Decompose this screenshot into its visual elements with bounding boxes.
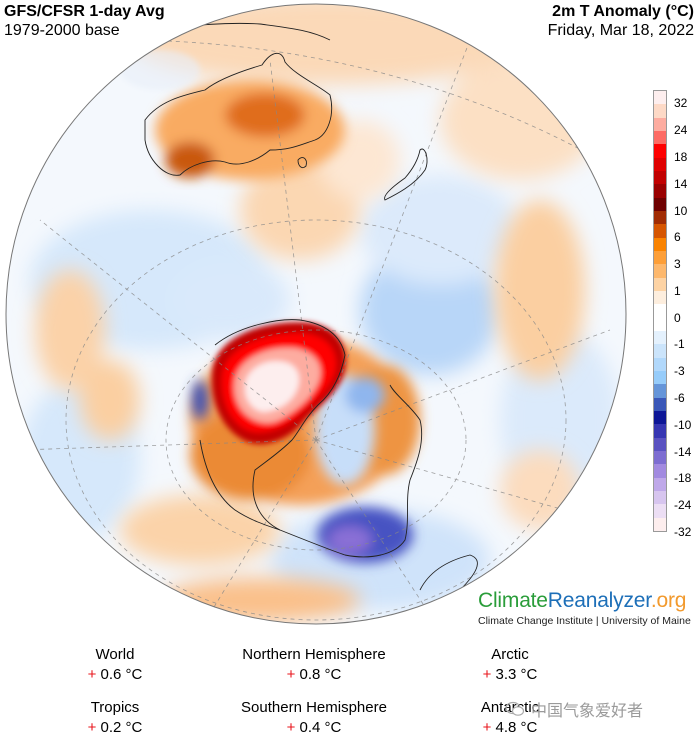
color-scale-segment <box>654 210 666 225</box>
color-scale-segment <box>654 477 666 491</box>
color-scale-segment <box>654 157 666 171</box>
stat-world: World + 0.6 °C <box>60 645 170 685</box>
stat-antarctic: Antarctic + 4.8 °C <box>470 698 550 738</box>
color-scale-label: -14 <box>674 444 692 459</box>
color-scale-label: 3 <box>674 257 681 272</box>
stat-label: Antarctic <box>480 699 540 716</box>
climate-reanalyzer-logo: ClimateReanalyzer.org Climate Change Ins… <box>478 589 691 628</box>
color-scale-segment <box>654 184 666 198</box>
wechat-watermark: 中国气象爱好者 <box>505 697 643 721</box>
color-scale-label: 24 <box>674 123 688 138</box>
color-scale-segment <box>654 197 666 211</box>
stat-number: 0.6 °C <box>100 666 143 683</box>
stat-number: 3.3 °C <box>495 666 538 683</box>
color-scale-segment <box>654 370 666 385</box>
color-scale-segment <box>654 130 666 145</box>
stat-label: World <box>95 646 135 663</box>
stat-label: Northern Hemisphere <box>242 646 386 663</box>
stat-northern-hemisphere: Northern Hemisphere + 0.8 °C <box>224 645 404 685</box>
color-scale-label: -18 <box>674 471 692 486</box>
stat-value: + 3.3 °C <box>470 665 550 685</box>
color-scale-segment <box>654 490 666 505</box>
variable-title: 2m T Anomaly (°C) <box>552 3 694 20</box>
color-scale-segment <box>654 104 666 118</box>
color-scale-segment <box>654 437 666 451</box>
color-scale-label: -32 <box>674 525 692 539</box>
color-scale-label: 10 <box>674 203 688 218</box>
baseline-subtitle: 1979-2000 base <box>4 22 120 39</box>
stat-southern-hemisphere: Southern Hemisphere + 0.4 °C <box>224 698 404 738</box>
color-scale-segment <box>654 170 666 185</box>
variable-title-block: 2m T Anomaly (°C) Friday, Mar 18, 2022 <box>548 2 694 40</box>
chart-title-block: GFS/CFSR 1-day Avg 1979-2000 base <box>4 2 165 40</box>
color-scale-segment <box>654 397 666 411</box>
color-scale-segment <box>654 250 666 265</box>
stat-sign: + <box>87 719 97 736</box>
stat-sign: + <box>286 666 296 683</box>
color-scale-label: -6 <box>674 391 685 406</box>
stat-sign: + <box>482 719 492 736</box>
color-scale-label: 18 <box>674 149 688 164</box>
color-scale-label: 0 <box>674 310 681 325</box>
color-scale-segment <box>654 450 666 465</box>
color-scale-labels: 32 24 18 14 10 6 3 1 0 -1 -3 -6 -10 -14 -18 -24 -32 <box>674 90 700 538</box>
anomaly-globe-map <box>5 3 627 625</box>
color-scale-label: -10 <box>674 417 692 432</box>
wechat-icon <box>505 701 525 716</box>
stat-sign: + <box>87 666 97 683</box>
stat-label: Tropics <box>90 699 140 716</box>
date-subtitle: Friday, Mar 18, 2022 <box>547 22 694 39</box>
color-scale-segment <box>654 384 666 398</box>
stat-label: Arctic <box>491 646 529 663</box>
logo-brand-climate: Climate <box>478 589 548 612</box>
color-scale-segment <box>654 517 666 531</box>
stat-value: + 4.8 °C <box>470 718 550 738</box>
color-scale-segment <box>654 504 666 518</box>
color-scale-segment <box>654 237 666 251</box>
color-scale-segment <box>654 304 666 318</box>
color-scale-label: 6 <box>674 230 681 245</box>
color-scale-label: 14 <box>674 176 688 191</box>
stat-number: 4.8 °C <box>495 719 538 736</box>
color-scale-segment <box>654 144 666 158</box>
stat-value: + 0.6 °C <box>60 665 170 685</box>
color-scale-segment <box>654 330 666 345</box>
color-scale-segment <box>654 117 666 131</box>
watermark-text: 中国气象爱好者 <box>531 703 644 720</box>
model-title: GFS/CFSR 1-day Avg <box>4 3 165 20</box>
stat-value: + 0.2 °C <box>60 718 170 738</box>
stat-value: + 0.8 °C <box>224 665 404 685</box>
color-scale-segment <box>654 91 666 105</box>
regional-anomaly-stats: World + 0.6 °C Northern Hemisphere + 0.8… <box>0 645 700 740</box>
color-scale-segment <box>654 410 666 425</box>
color-scale-segment <box>654 317 666 331</box>
color-scale-segment <box>654 464 666 478</box>
color-scale-label: 1 <box>674 283 681 298</box>
color-scale-label: -24 <box>674 498 692 513</box>
stat-sign: + <box>482 666 492 683</box>
color-scale-bar <box>653 90 667 532</box>
color-scale-segment <box>654 357 666 371</box>
logo-brand-org: .org <box>650 589 687 612</box>
stat-label: Southern Hemisphere <box>241 699 387 716</box>
logo-brand-reanalyzer: Reanalyzer <box>547 589 651 612</box>
logo-subtitle: Climate Change Institute | University of… <box>478 615 691 627</box>
color-scale-segment <box>654 424 666 438</box>
color-scale-label: -3 <box>674 364 685 379</box>
stat-number: 0.8 °C <box>299 666 342 683</box>
color-scale-label: -1 <box>674 337 685 352</box>
color-scale-segment <box>654 277 666 291</box>
logo-brand: ClimateReanalyzer.org <box>478 589 691 613</box>
stat-tropics: Tropics + 0.2 °C <box>60 698 170 738</box>
color-scale-segment <box>654 264 666 278</box>
color-scale-segment <box>654 344 666 358</box>
stat-number: 0.2 °C <box>100 719 143 736</box>
color-scale-segment <box>654 224 666 238</box>
stat-number: 0.4 °C <box>299 719 342 736</box>
stat-sign: + <box>286 719 296 736</box>
stat-arctic: Arctic + 3.3 °C <box>470 645 550 685</box>
color-scale-segment <box>654 290 666 305</box>
color-scale-label: 32 <box>674 96 688 111</box>
stat-value: + 0.4 °C <box>224 718 404 738</box>
